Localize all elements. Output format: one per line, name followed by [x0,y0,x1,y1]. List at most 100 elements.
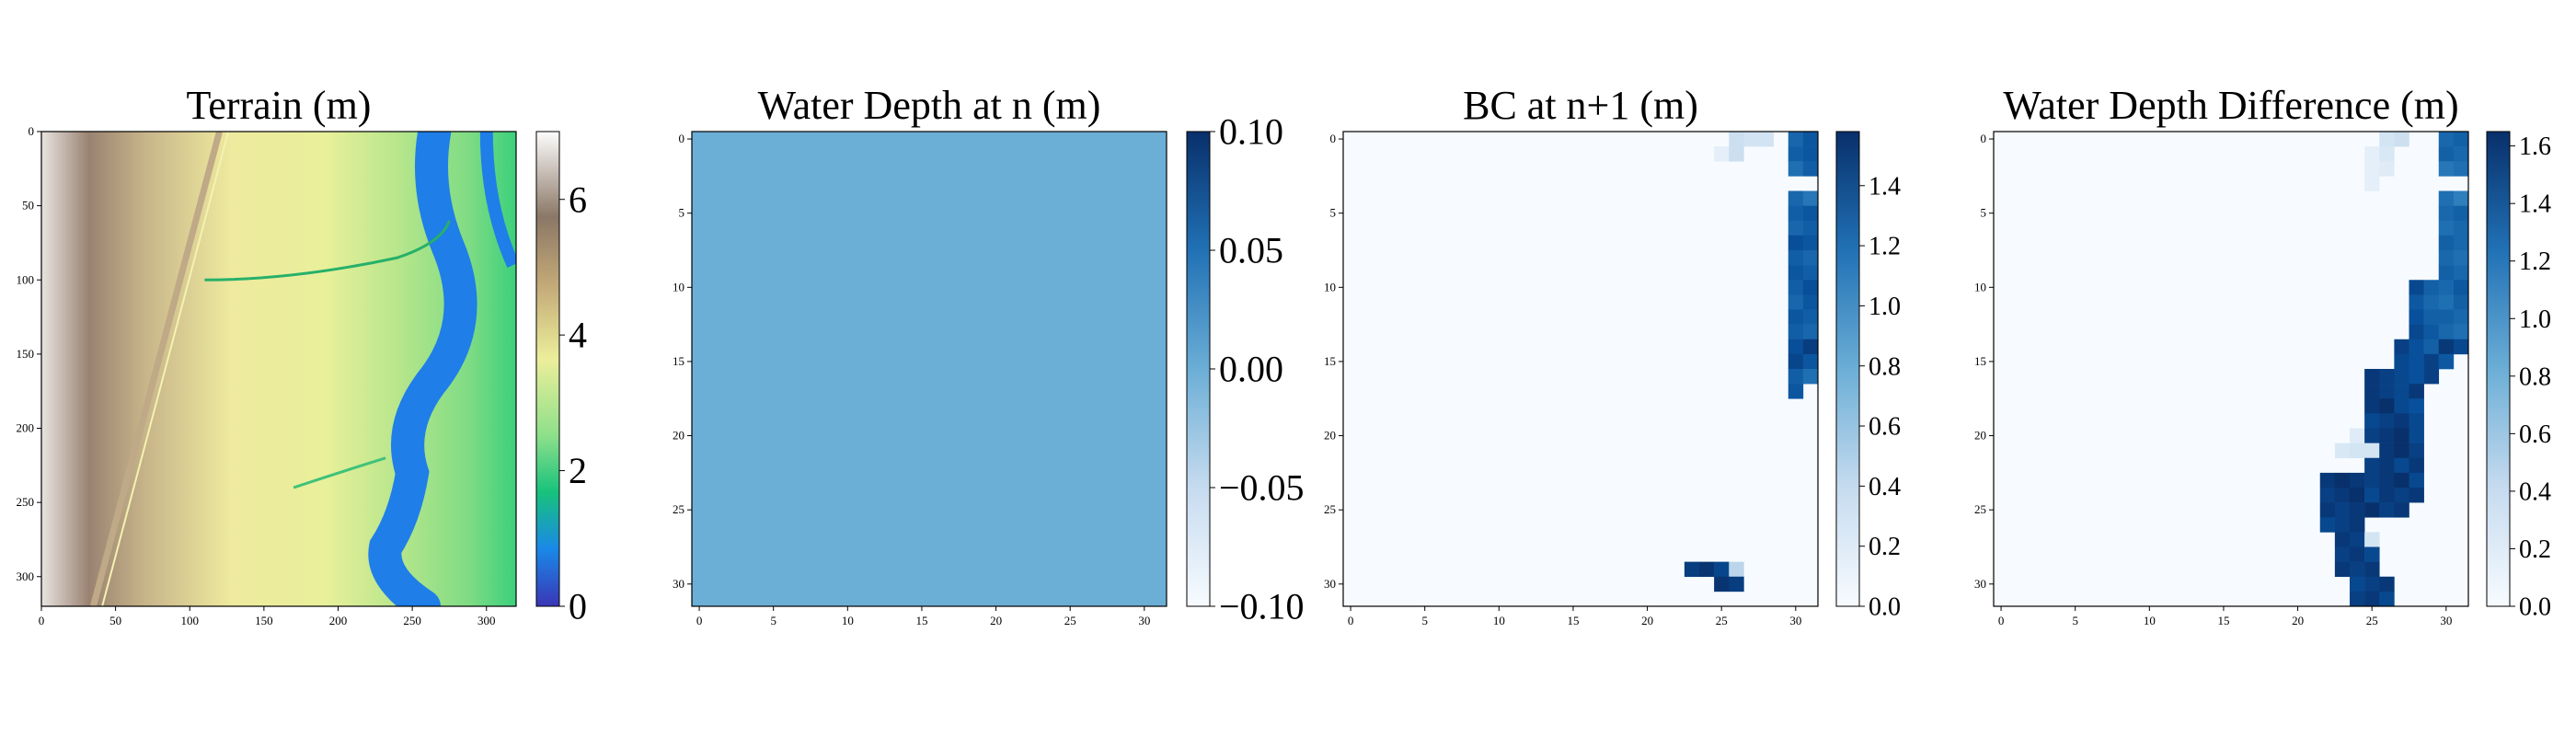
y-tick-label: 20 [1974,429,1986,443]
heatmap-cell [2319,502,2336,518]
colorbar-tick-label: 1.0 [1869,293,1901,321]
heatmap-cell [2453,205,2469,222]
x-tick-label: 30 [1138,614,1150,627]
heatmap-cell [2453,324,2469,340]
heatmap-cell [2394,413,2409,429]
colorbar-tick-label: 0.0 [2519,593,2551,622]
x-tick-label: 0 [1998,614,2005,627]
colorbar-tick-label: 1.0 [2519,305,2551,334]
heatmap-cell [2350,591,2365,607]
y-tick-label: 25 [673,502,684,516]
heatmap-cell [2409,443,2424,459]
heatmap-cell [1788,250,1804,266]
y-tick-label: 10 [1324,280,1336,293]
river-channel [479,132,516,268]
heatmap-cell [2334,561,2351,578]
colorbar-tick-label: 0.00 [1219,349,1283,390]
y-tick-label: 5 [1330,206,1337,220]
heatmap-cell [2364,472,2380,489]
axes-frame [1993,131,2469,607]
heatmap-cell [2438,235,2455,251]
heatmap-cell [2438,339,2455,355]
heatmap-cell [2394,339,2409,355]
heatmap-cell [2350,576,2365,592]
y-tick-label: 30 [1324,577,1336,591]
heatmap-cell [1758,132,1774,147]
y-tick-label: 10 [1974,280,1986,293]
heatmap-cell [2319,488,2336,503]
heatmap-cell [2364,591,2380,607]
heatmap-cell [2350,472,2365,489]
heatmap-cell [2409,384,2424,399]
heatmap-cell [2453,161,2469,177]
heatmap-cell [1788,309,1804,325]
x-tick-label: 100 [181,614,200,627]
y-tick-label: 25 [1974,502,1986,516]
heatmap-cell [1788,190,1804,206]
colorbar-ramp [535,131,560,607]
x-tick-label: 30 [2440,614,2452,627]
panel-2: Water Depth at n (m) 0 5 10 15 20 25 30 0 5 10 15 20… [673,83,1305,627]
heatmap-cell [2438,161,2455,177]
heatmap-cell [1802,205,1819,222]
heatmap-cell [2364,161,2380,177]
heatmap-cell [1743,132,1759,147]
colorbar-tick-label: 0.4 [1869,473,1901,501]
heatmap-cell [2350,532,2365,547]
heatmap-cell [2409,309,2424,325]
heatmap-cell [2364,532,2380,547]
heatmap-cell [2379,161,2395,177]
heatmap-cell [1788,161,1804,177]
heatmap-cell [2364,561,2380,578]
heatmap-cell [2409,457,2424,474]
y-tick-label: 15 [673,354,684,368]
x-tick-label: 15 [2217,614,2229,627]
x-tick-label: 20 [990,614,1002,627]
heatmap-cell [2438,190,2455,206]
colorbar-tick-label: 2 [569,450,587,491]
colorbar-tick-label: 0.0 [1869,593,1901,622]
heatmap-cell [2409,294,2424,310]
heatmap-cell [2364,576,2380,592]
axes-frame [691,131,1167,607]
heatmap-cell [2438,294,2455,310]
heatmap-cell [1788,235,1804,251]
heatmap-cell [2364,413,2380,429]
x-tick-label: 20 [2292,614,2304,627]
panel-title: Terrain (m) [187,83,372,128]
heatmap-cell [2350,443,2365,459]
heatmap-cell [2319,517,2336,533]
heatmap-cell [2350,546,2365,562]
heatmap-cell [1802,280,1819,295]
heatmap-cell [2364,369,2380,385]
x-tick-label: 250 [403,614,421,627]
heatmap-cell [1788,220,1804,236]
heatmap-cell [2379,132,2395,147]
heatmap-cell [2438,250,2455,266]
heatmap-cell [2409,369,2424,385]
heatmap-cell [2379,502,2395,518]
axes-frame [1342,131,1819,607]
heatmap-cell [2364,488,2380,503]
heatmap-cell [1802,250,1819,266]
heatmap-cell [2453,220,2469,236]
heatmap-cell [1788,294,1804,310]
heatmap-cell [1788,369,1804,385]
heatmap-cell [2364,546,2380,562]
y-tick-label: 200 [17,421,35,435]
heatmap-cell [2394,502,2409,518]
heatmap-cell [2364,502,2380,518]
heatmap-cell [2438,353,2455,370]
heatmap-cell [1802,353,1819,370]
heatmap-cell [2379,457,2395,474]
heatmap-cell [1788,265,1804,281]
heatmap-cell [2379,488,2395,503]
heatmap-cell [2350,488,2365,503]
heatmap-cell [1729,132,1744,147]
heatmap-cell [2394,132,2409,147]
heatmap-cell [2409,413,2424,429]
colorbar-ramp [2486,131,2511,607]
colorbar-ramp [1186,131,1211,607]
heatmap-cell [1788,353,1804,370]
